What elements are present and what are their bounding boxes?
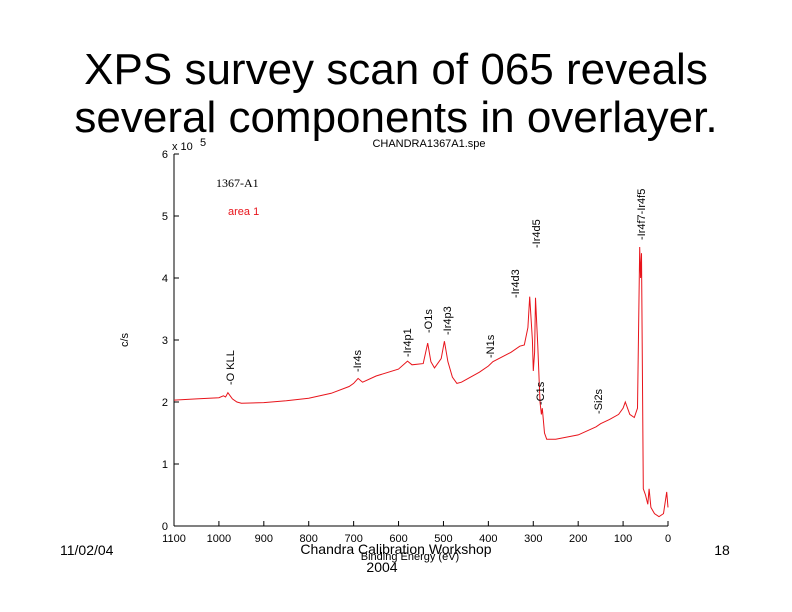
peak-label: -Ir4s — [352, 350, 364, 373]
peak-label: -Si2s — [593, 388, 605, 414]
y-tick-label: 5 — [162, 211, 168, 223]
peak-label: -O KLL — [225, 350, 237, 385]
y-tick-label: 2 — [162, 397, 168, 409]
chart-title: CHANDRA1367A1.spe — [372, 138, 485, 150]
y-multiplier: x 10 — [172, 141, 193, 153]
x-tick-label: 900 — [255, 533, 273, 545]
sample-label: 1367-A1 — [216, 176, 259, 190]
x-tick-label: 700 — [344, 533, 362, 545]
peak-label: -Ir4f7-Ir4f5 — [636, 189, 648, 240]
x-tick-label: 200 — [569, 533, 587, 545]
y-tick-label: 4 — [162, 273, 168, 285]
footer-page: 18 — [714, 542, 730, 558]
y-tick-label: 1 — [162, 459, 168, 471]
spectrum-line — [173, 246, 669, 518]
legend-label: area 1 — [228, 206, 259, 218]
y-axis-label: c/s — [119, 332, 131, 347]
x-axis-label: Binding Energy (eV) — [361, 551, 459, 563]
x-tick-label: 400 — [479, 533, 497, 545]
x-tick-label: 300 — [524, 533, 542, 545]
x-tick-label: 1100 — [162, 533, 186, 545]
peak-label: -C1s — [535, 381, 547, 405]
x-tick-label: 500 — [434, 533, 452, 545]
peak-label: -N1s — [485, 334, 497, 358]
x-tick-label: 1000 — [207, 533, 231, 545]
y-exponent: 5 — [200, 137, 206, 149]
x-tick-label: 100 — [614, 533, 632, 545]
x-tick-label: 800 — [300, 533, 318, 545]
y-tick-label: 3 — [162, 335, 168, 347]
peak-label: -Ir4p1 — [402, 328, 414, 357]
x-tick-label: 0 — [665, 533, 671, 545]
peak-label: -O1s — [423, 309, 435, 333]
slide-title: XPS survey scan of 065 reveals — [84, 45, 708, 94]
peak-label: -Ir4p3 — [442, 306, 454, 335]
footer-year: 2004 — [366, 559, 397, 575]
peak-label: -Ir4d3 — [510, 269, 522, 298]
footer-date: 11/02/04 — [60, 542, 114, 558]
peak-label: -Ir4d5 — [531, 219, 543, 248]
x-tick-label: 600 — [389, 533, 407, 545]
slide-title: several components in overlayer. — [74, 93, 717, 142]
y-tick-label: 0 — [162, 521, 168, 533]
y-tick-label: 6 — [162, 149, 168, 161]
footer-event: Chandra Calibration Workshop — [300, 541, 491, 557]
